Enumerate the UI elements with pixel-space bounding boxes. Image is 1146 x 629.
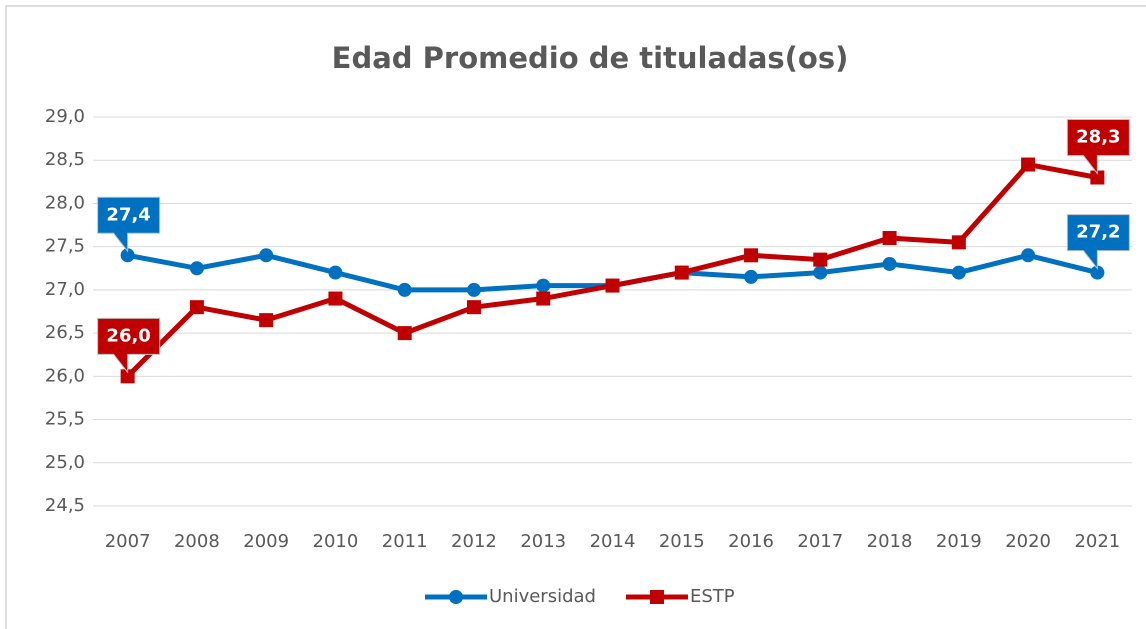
data-label-box: [97, 196, 161, 253]
point: [120, 369, 135, 384]
x-tick-label: 2008: [174, 531, 220, 552]
y-tick-label: 26,0: [45, 365, 85, 386]
y-tick-label: 27,0: [45, 279, 85, 300]
x-tick-label: 2014: [590, 531, 636, 552]
legend-label: Universidad: [489, 586, 596, 607]
point: [1021, 248, 1036, 263]
x-tick-label: 2011: [382, 531, 428, 552]
y-tick-label: 28,0: [45, 192, 85, 213]
point: [536, 278, 551, 293]
x-tick-label: 2013: [520, 531, 566, 552]
point: [1090, 265, 1105, 280]
legend-marker: [449, 590, 463, 604]
data-label-box: [1066, 214, 1130, 271]
chart-frame: [5, 5, 1146, 629]
data-label: 28,3: [1076, 127, 1120, 148]
x-tick-label: 2007: [105, 531, 151, 552]
point: [674, 265, 689, 280]
point: [328, 291, 343, 306]
point: [120, 248, 135, 263]
point: [605, 278, 620, 293]
data-label-box: [1066, 119, 1130, 175]
data-label: 27,4: [106, 204, 150, 225]
x-tick-label: 2009: [243, 531, 289, 552]
point: [882, 256, 897, 271]
y-tick-label: 24,5: [45, 495, 85, 516]
y-tick-label: 26,5: [45, 322, 85, 343]
point: [397, 282, 412, 297]
point: [882, 231, 897, 246]
y-tick-label: 25,0: [45, 452, 85, 473]
data-label: 26,0: [106, 325, 150, 346]
point: [1021, 157, 1036, 172]
point: [328, 265, 343, 280]
x-tick-label: 2015: [659, 531, 705, 552]
legend-label: ESTP: [690, 586, 735, 607]
chart-title: Edad Promedio de tituladas(os): [332, 41, 849, 75]
y-tick-label: 29,0: [45, 106, 85, 127]
point: [466, 282, 481, 297]
x-tick-label: 2018: [867, 531, 913, 552]
point: [744, 248, 759, 263]
x-tick-label: 2012: [451, 531, 497, 552]
point: [1090, 170, 1105, 185]
y-tick-label: 25,5: [45, 409, 85, 430]
point: [466, 300, 481, 315]
point: [951, 265, 966, 280]
point: [536, 291, 551, 306]
data-label: 27,2: [1076, 222, 1120, 243]
x-tick-label: 2017: [797, 531, 843, 552]
point: [397, 326, 412, 341]
x-tick-label: 2016: [728, 531, 774, 552]
point: [744, 269, 759, 284]
point: [259, 313, 274, 328]
x-tick-label: 2020: [1005, 531, 1051, 552]
y-tick-label: 27,5: [45, 236, 85, 257]
point: [813, 265, 828, 280]
x-tick-label: 2010: [313, 531, 359, 552]
point: [189, 300, 204, 315]
legend-marker: [649, 590, 664, 604]
y-tick-label: 28,5: [45, 149, 85, 170]
point: [813, 252, 828, 267]
x-tick-label: 2021: [1074, 531, 1120, 552]
x-tick-label: 2019: [936, 531, 982, 552]
point: [189, 261, 204, 276]
data-label-box: [97, 317, 161, 374]
point: [259, 248, 274, 263]
point: [951, 235, 966, 250]
